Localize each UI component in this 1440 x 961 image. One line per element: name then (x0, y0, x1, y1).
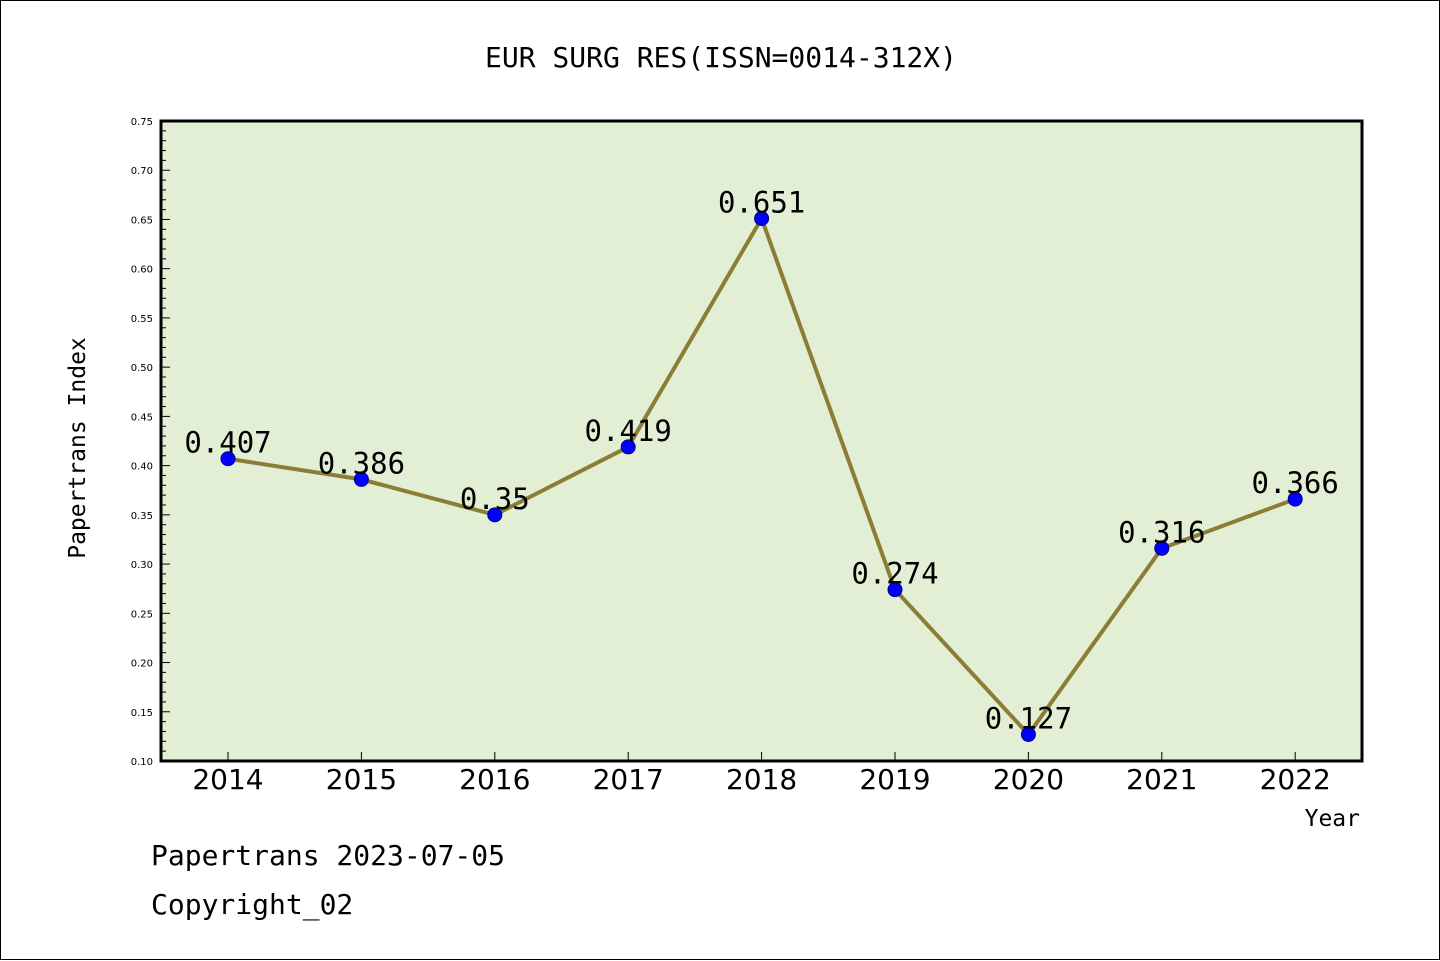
data-point (220, 451, 236, 467)
y-tick-label: 0.75 (131, 117, 153, 128)
y-tick-label: 0.50 (131, 363, 153, 374)
data-point (620, 439, 636, 455)
data-label: 0.274 (851, 557, 938, 591)
data-point (487, 507, 503, 523)
x-tick-label: 2017 (593, 763, 664, 796)
chart-title: EUR SURG RES(ISSN=0014-312X) (485, 41, 957, 74)
y-tick-label: 0.35 (131, 511, 153, 522)
data-label: 0.35 (460, 482, 530, 516)
x-tick-label: 2015 (326, 763, 397, 796)
y-tick-label: 0.60 (131, 265, 153, 276)
x-tick-label: 2016 (459, 763, 530, 796)
data-point (887, 582, 903, 598)
x-tick-label: 2021 (1126, 763, 1197, 796)
data-label: 0.127 (985, 701, 1072, 735)
x-axis: 2014 2015 2016 2017 2018 2019 2020 2021 2022 (192, 752, 1331, 796)
y-tick-label: 0.10 (131, 757, 153, 768)
data-point (1287, 491, 1303, 507)
data-labels-layer: 0.407 0.386 0.35 0.419 0.651 0.274 0.127 0.316 0… (184, 185, 1339, 735)
x-axis-label: Year (1305, 806, 1360, 832)
y-tick-label: 0.70 (131, 166, 153, 177)
y-tick-label: 0.55 (131, 314, 153, 325)
series-layer (220, 210, 1303, 742)
x-tick-label: 2022 (1260, 763, 1331, 796)
data-point (1020, 726, 1036, 742)
footer-copyright: Copyright_02 (151, 888, 353, 922)
data-label: 0.407 (184, 426, 271, 460)
y-axis: 0.10 0.15 0.20 0.25 0.30 0.35 0.40 0.45 0.50 0.55… (131, 117, 170, 768)
y-tick-label: 0.45 (131, 412, 153, 423)
y-tick-label: 0.30 (131, 560, 153, 571)
footer-date: Papertrans 2023-07-05 (151, 839, 505, 872)
x-tick-label: 2014 (192, 763, 263, 796)
data-label: 0.366 (1252, 466, 1339, 500)
data-point (1154, 540, 1170, 556)
y-tick-label: 0.25 (131, 609, 153, 620)
data-label: 0.316 (1118, 515, 1205, 549)
y-axis-label: Papertrans Index (65, 337, 91, 559)
data-label: 0.419 (585, 414, 672, 448)
x-tick-label: 2020 (993, 763, 1064, 796)
x-tick-label: 2018 (726, 763, 797, 796)
y-tick-label: 0.15 (131, 708, 153, 719)
plot-area (159, 119, 1364, 763)
y-tick-label: 0.40 (131, 462, 153, 473)
x-tick-label: 2019 (859, 763, 930, 796)
y-tick-label: 0.65 (131, 215, 153, 226)
data-label: 0.651 (718, 185, 805, 219)
data-point (754, 210, 770, 226)
data-label: 0.386 (318, 446, 405, 480)
data-point (353, 471, 369, 487)
y-tick-label: 0.20 (131, 659, 153, 670)
